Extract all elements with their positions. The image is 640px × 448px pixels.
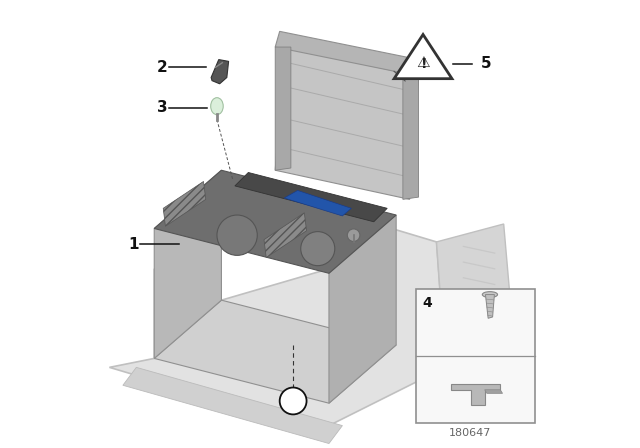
Circle shape xyxy=(280,388,307,414)
Text: 1: 1 xyxy=(128,237,139,252)
Polygon shape xyxy=(436,224,513,367)
Polygon shape xyxy=(154,170,221,358)
Polygon shape xyxy=(154,170,396,273)
Text: 5: 5 xyxy=(481,56,492,71)
Polygon shape xyxy=(123,367,342,444)
Ellipse shape xyxy=(483,292,497,297)
Polygon shape xyxy=(109,215,445,430)
Polygon shape xyxy=(403,76,419,199)
Polygon shape xyxy=(275,47,291,170)
Polygon shape xyxy=(484,390,502,393)
Text: 4: 4 xyxy=(288,393,298,409)
Bar xyxy=(417,289,535,423)
Polygon shape xyxy=(264,213,307,258)
Text: ⚠: ⚠ xyxy=(416,55,430,70)
Circle shape xyxy=(348,229,360,241)
Polygon shape xyxy=(284,190,351,216)
Circle shape xyxy=(217,215,257,255)
Text: 3: 3 xyxy=(157,100,168,115)
Circle shape xyxy=(301,232,335,266)
Polygon shape xyxy=(486,295,495,318)
Ellipse shape xyxy=(211,98,223,115)
Polygon shape xyxy=(329,215,396,403)
Text: !: ! xyxy=(420,56,427,71)
Text: 180647: 180647 xyxy=(449,428,492,438)
Polygon shape xyxy=(275,31,423,76)
Text: 4: 4 xyxy=(422,296,432,310)
Polygon shape xyxy=(163,181,206,226)
Text: 2: 2 xyxy=(157,60,168,75)
Polygon shape xyxy=(275,47,419,199)
Polygon shape xyxy=(235,172,387,222)
Polygon shape xyxy=(394,34,452,79)
Polygon shape xyxy=(211,60,228,84)
Polygon shape xyxy=(154,300,396,403)
Polygon shape xyxy=(451,384,500,405)
